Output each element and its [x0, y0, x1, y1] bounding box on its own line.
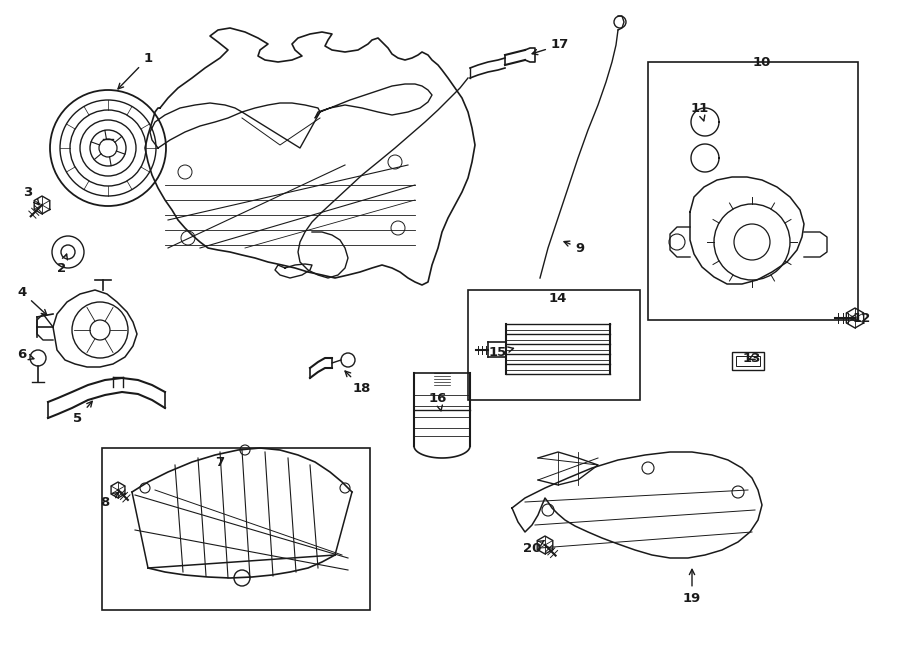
Text: 7: 7 — [215, 455, 225, 469]
Text: 10: 10 — [752, 56, 771, 69]
Text: 3: 3 — [23, 186, 39, 205]
Text: 19: 19 — [683, 569, 701, 605]
Text: 2: 2 — [58, 254, 68, 274]
Text: 6: 6 — [17, 348, 34, 362]
Text: 11: 11 — [691, 102, 709, 121]
Bar — [732, 352, 764, 370]
Bar — [736, 356, 760, 366]
Text: 8: 8 — [101, 492, 119, 508]
Text: 18: 18 — [345, 371, 371, 395]
Text: 16: 16 — [428, 391, 447, 411]
Text: 1: 1 — [118, 52, 153, 89]
Text: 13: 13 — [742, 352, 761, 364]
Bar — [102, 448, 370, 610]
Text: 4: 4 — [17, 286, 47, 315]
Text: 14: 14 — [549, 292, 567, 305]
Text: 5: 5 — [74, 401, 92, 424]
Text: 15: 15 — [489, 346, 514, 358]
Text: 12: 12 — [850, 311, 871, 325]
Bar — [468, 290, 640, 400]
Text: 9: 9 — [564, 241, 585, 254]
Text: 20: 20 — [523, 541, 544, 555]
Bar — [648, 62, 858, 320]
Text: 17: 17 — [532, 38, 569, 55]
